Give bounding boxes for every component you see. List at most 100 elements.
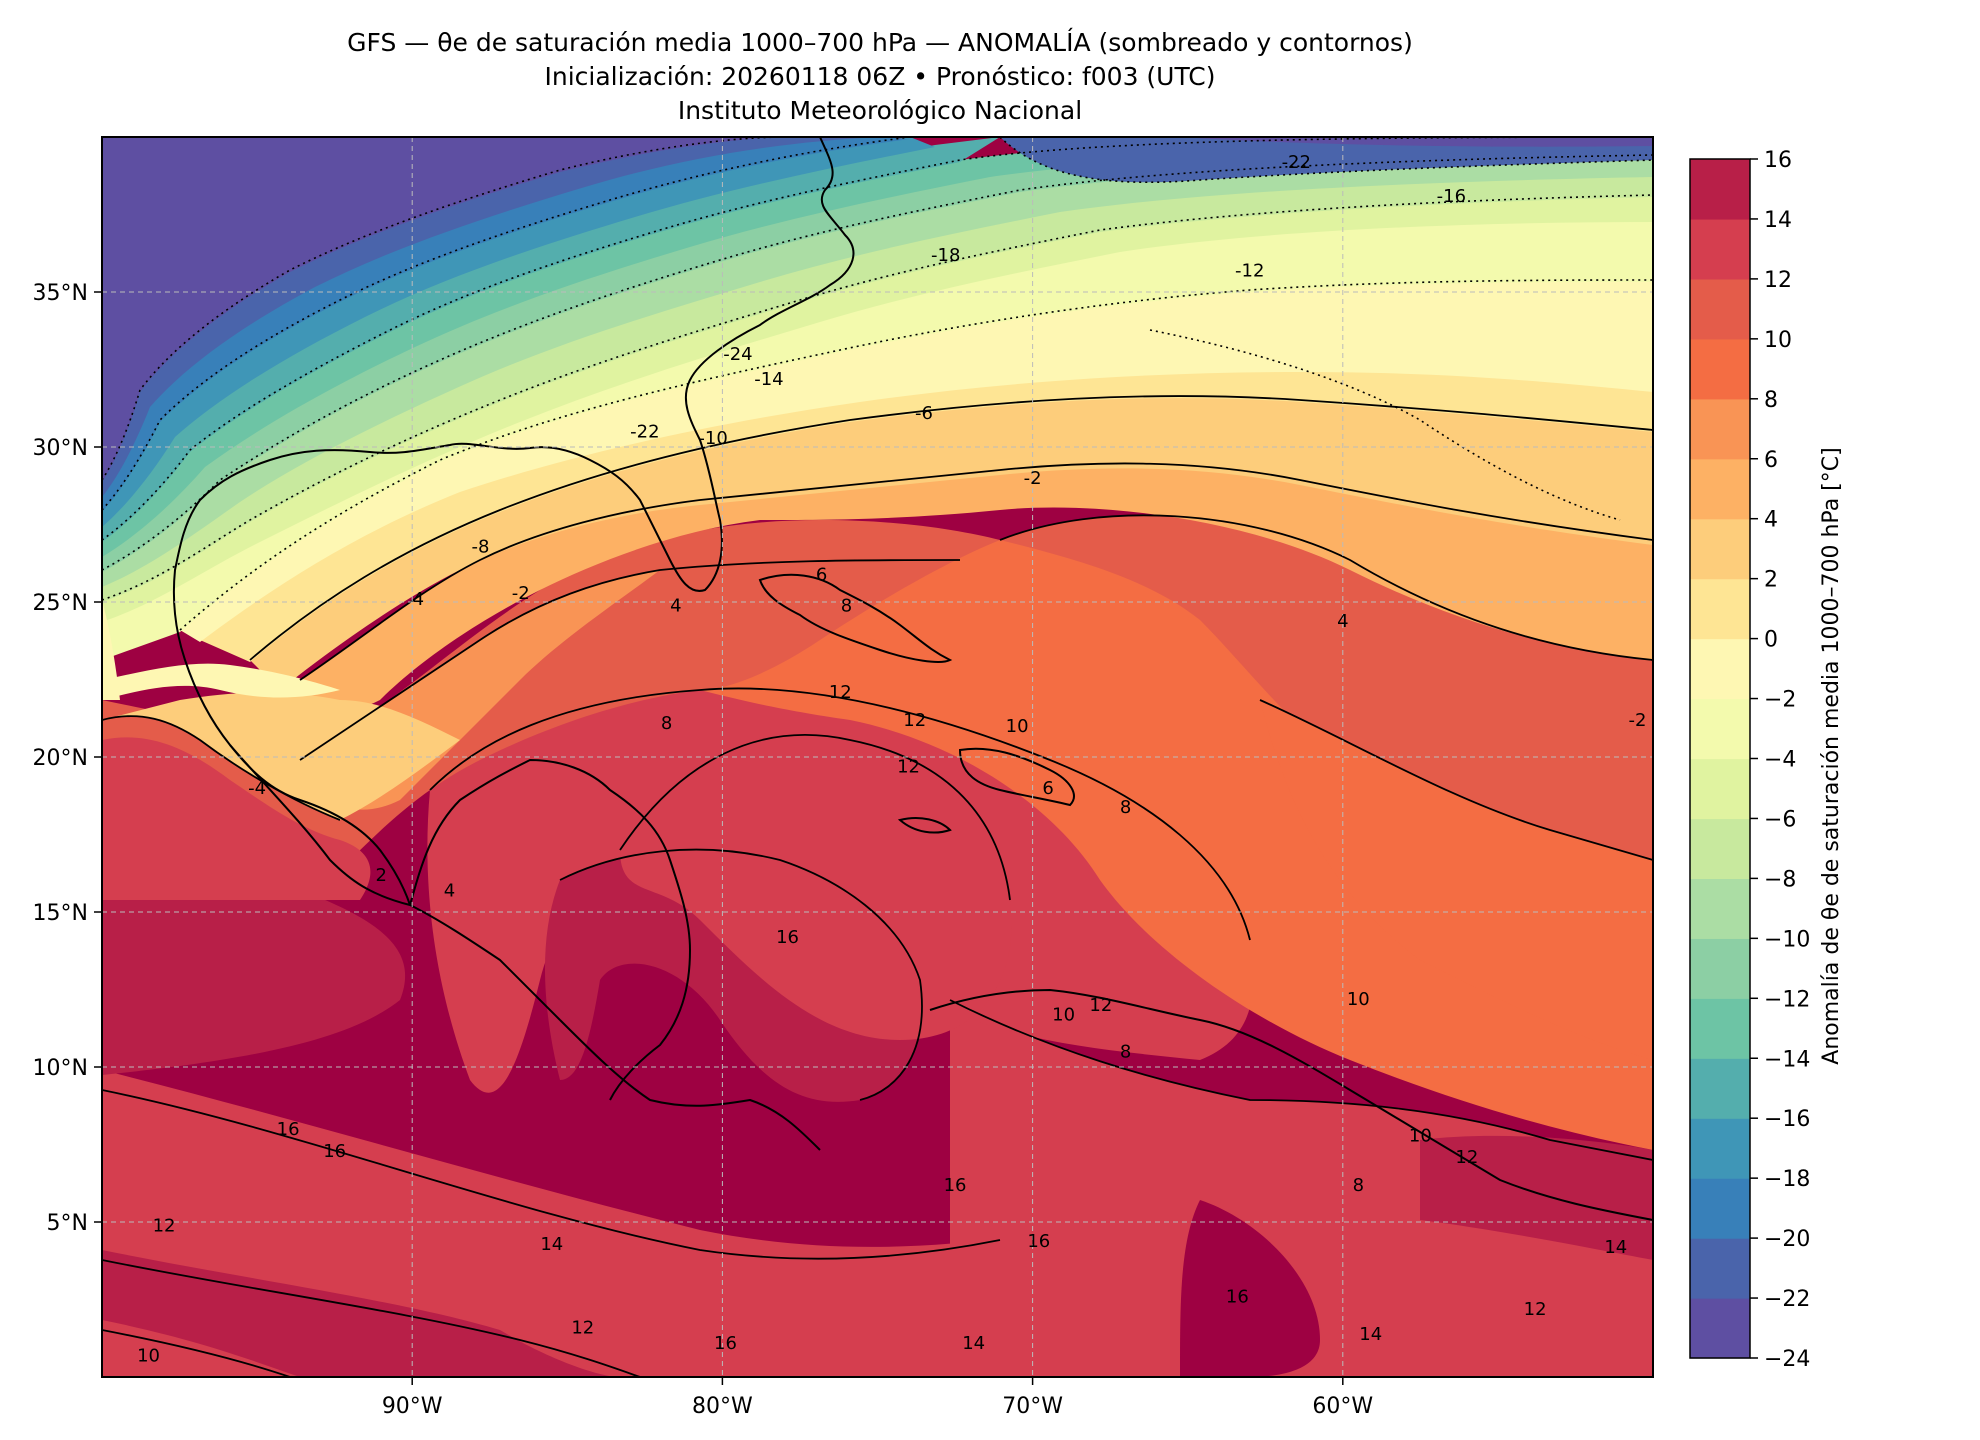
contour-8-east: [1259, 699, 1653, 861]
colorbar-segment: [1690, 758, 1750, 820]
contour-label: -10: [698, 428, 727, 449]
y-tick-label: 20°N: [33, 746, 88, 771]
contour-label: 16: [323, 1141, 346, 1162]
colorbar-segment: [1690, 818, 1750, 879]
contour-label: -2: [512, 583, 530, 604]
y-tick-label: 30°N: [33, 436, 88, 461]
hispaniola-outline: [958, 747, 1075, 807]
colorbar-segment: [1690, 518, 1750, 580]
colorbar-segment: [1690, 1178, 1750, 1239]
contour-16-caribbean: [559, 848, 923, 1101]
colorbar-tick-label: 14: [1764, 208, 1792, 233]
contour-label: 8: [661, 713, 672, 734]
colorbar-tick-label: −20: [1764, 1227, 1810, 1252]
contour-label: 16: [1027, 1231, 1050, 1252]
colorbar-segment: [1690, 1118, 1750, 1179]
contour-label: -2: [1629, 710, 1647, 731]
y-tick-label: 35°N: [33, 281, 88, 306]
title-main: GFS — θe de saturación media 1000–700 hP…: [347, 28, 1413, 57]
contour-label: 4: [444, 881, 455, 902]
contour-14: [102, 1089, 1001, 1260]
contour-label: 2: [375, 865, 386, 886]
contour-2: [249, 395, 1653, 661]
central-america-outline: [409, 758, 692, 1101]
colorbar-tick-label: 8: [1764, 388, 1778, 413]
contour-label: 16: [277, 1119, 300, 1140]
colorbar-segment: [1690, 638, 1750, 700]
contour-10-caribbean: [429, 687, 1251, 941]
contour-label: -22: [1282, 152, 1311, 173]
contour-lines-dotted: [102, 137, 1653, 631]
x-axis-ticks: 90°W 80°W 70°W 60°W: [382, 1377, 1373, 1419]
band-10-12-southwest: [102, 1320, 300, 1377]
contour-label: -22: [630, 422, 659, 443]
colorbar-segment: [1690, 698, 1750, 760]
colorbar-segment: [1690, 458, 1750, 520]
title-institute: Instituto Meteorológico Nacional: [677, 96, 1083, 125]
colorbar-segment: [1690, 159, 1750, 220]
colorbar-segment: [1690, 1058, 1750, 1119]
contour-10-venezuela: [949, 999, 1653, 1161]
contour-label: 6: [1042, 778, 1053, 799]
contour-lines: [102, 395, 1653, 1377]
contour-label: 8: [1120, 797, 1131, 818]
contour-label: 12: [571, 1318, 594, 1339]
colorbar-tick-label: 6: [1764, 448, 1778, 473]
contour-label: 10: [1006, 716, 1029, 737]
land-outlines: [172, 137, 1653, 1221]
band-below-neg24-us: [102, 137, 780, 482]
colorbar-tick-label: −2: [1764, 688, 1796, 713]
x-tick-label: 80°W: [692, 1394, 753, 1419]
colorbar-tick-label: 16: [1764, 148, 1792, 173]
colorbar-tick-label: −24: [1764, 1347, 1810, 1372]
band-below-neg24-ne: [1180, 137, 1653, 147]
colorbar-tick-label: 0: [1764, 628, 1778, 653]
y-tick-label: 10°N: [33, 1056, 88, 1081]
contour-label: -14: [754, 369, 783, 390]
contour-8: [299, 559, 961, 761]
contour-label: 4: [670, 595, 681, 616]
contour-label: -4: [248, 778, 266, 799]
y-tick-label: 25°N: [33, 591, 88, 616]
contour-label: 4: [413, 589, 424, 610]
shaded-field: [102, 137, 1653, 1377]
contour-label: 10: [1052, 1005, 1075, 1026]
contour-label: -24: [723, 344, 752, 365]
contour-label: 8: [1353, 1175, 1364, 1196]
colorbar-tick-label: 12: [1764, 268, 1792, 293]
band-0-2-north: [250, 396, 1653, 690]
contour-label: 16: [714, 1333, 737, 1354]
contour-label: 16: [776, 927, 799, 948]
x-tick-label: 70°W: [1002, 1394, 1063, 1419]
contour-label: 8: [841, 595, 852, 616]
band-neg22-neg20-ne: [1000, 137, 1653, 183]
contour-neg6: [102, 194, 1653, 601]
jamaica-outline: [897, 817, 952, 834]
contour-12-sw: [102, 1259, 641, 1377]
colorbar-segment: [1690, 398, 1750, 460]
band-neg2-0-north: [200, 370, 1653, 662]
colorbar-tick-label: −16: [1764, 1107, 1810, 1132]
x-tick-label: 60°W: [1312, 1394, 1373, 1419]
contour-label: -8: [471, 536, 489, 557]
band-neg4-mexico-edge: [102, 600, 120, 700]
contour-label: 6: [816, 564, 827, 585]
contour-4: [299, 462, 1653, 681]
band-12-14-southwest: [102, 1250, 620, 1377]
y-tick-label: 5°N: [47, 1211, 88, 1236]
colorbar-tick-label: −12: [1764, 987, 1810, 1012]
contour-label: 8: [1120, 1042, 1131, 1063]
band-neg4-neg2-mexico: [102, 663, 340, 700]
band-neg4-neg2-north: [180, 280, 1653, 642]
colorbar-segment: [1690, 578, 1750, 640]
contour-label: 4: [1337, 611, 1348, 632]
colorbar: 16 14 12 10 8 6 4 2 0 −2 −4 −6 −8 −10 −12 −14 −16 −18 −20 −…: [1689, 148, 1810, 1372]
contour-label: -6: [915, 403, 933, 424]
colorbar-tick-label: −14: [1764, 1047, 1810, 1072]
band-neg10-neg8: [102, 175, 1653, 602]
contour-label: -18: [931, 245, 960, 266]
contour-label: -16: [1437, 186, 1466, 207]
contour-label: 14: [1359, 1324, 1382, 1345]
contour-12-caribbean: [619, 734, 1011, 901]
